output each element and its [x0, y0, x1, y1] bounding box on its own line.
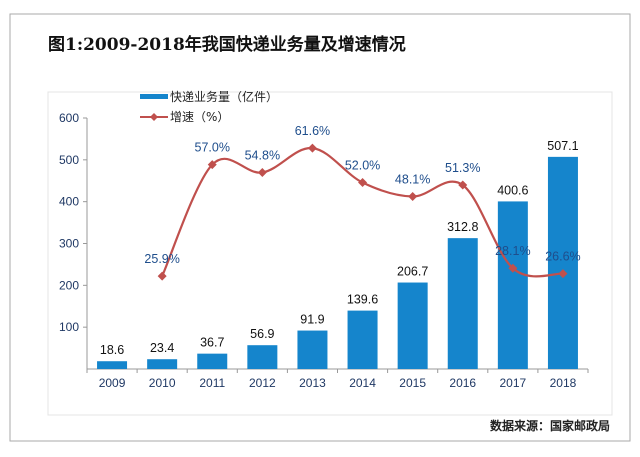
growth-marker-2012 [257, 168, 267, 178]
bar-value-label: 206.7 [397, 265, 428, 279]
growth-marker-2011 [207, 160, 217, 170]
bar-2018 [547, 156, 578, 369]
bar-value-label: 18.6 [100, 343, 124, 357]
growth-marker-2013 [307, 143, 317, 153]
growth-marker-2017 [508, 263, 518, 273]
growth-marker-2014 [358, 178, 368, 188]
y-tick-label: 600 [59, 111, 79, 125]
bar-2016 [447, 238, 478, 369]
chart-title: 图1:2009-2018年我国快递业务量及增速情况 [48, 34, 406, 55]
data-source: 数据来源：国家邮政局 [490, 418, 610, 433]
growth-marker-2016 [458, 180, 468, 190]
y-tick-label: 400 [59, 195, 79, 209]
growth-value-label: 26.6% [545, 250, 580, 264]
x-tick-label: 2015 [399, 376, 426, 390]
bar-value-label: 23.4 [150, 341, 174, 355]
y-tick-label: 300 [59, 237, 79, 251]
growth-marker-2010 [157, 271, 167, 281]
growth-value-label: 28.1% [495, 244, 530, 258]
growth-marker-2015 [408, 192, 418, 202]
growth-marker-2018 [558, 269, 568, 279]
x-tick-label: 2009 [99, 376, 126, 390]
y-tick-label: 100 [59, 320, 79, 334]
growth-value-label: 51.3% [445, 161, 480, 175]
x-tick-label: 2012 [249, 376, 276, 390]
bar-2010 [147, 359, 178, 369]
bar-value-label: 507.1 [547, 139, 578, 153]
bar-2013 [297, 330, 328, 369]
x-tick-label: 2018 [550, 376, 577, 390]
bar-2011 [197, 353, 228, 369]
y-tick-label: 500 [59, 153, 79, 167]
x-tick-label: 2011 [199, 376, 225, 390]
legend-bar-swatch [140, 94, 168, 99]
bar-value-label: 36.7 [200, 336, 224, 350]
growth-value-label: 25.9% [144, 252, 179, 266]
bar-2012 [247, 345, 278, 369]
bar-2015 [397, 282, 428, 369]
bar-value-label: 312.8 [447, 220, 478, 234]
bar-2017 [497, 201, 528, 369]
bar-value-label: 139.6 [347, 293, 378, 307]
growth-value-label: 54.8% [245, 149, 280, 163]
x-tick-label: 2013 [299, 376, 326, 390]
bar-value-label: 400.6 [497, 183, 528, 197]
legend: 快递业务量（亿件） 增速（%） [140, 89, 278, 124]
bar-value-label: 56.9 [250, 327, 274, 341]
growth-value-label: 48.1% [395, 173, 430, 187]
y-tick-label: 200 [59, 278, 79, 292]
legend-line-label: 增速（%） [170, 110, 229, 124]
legend-bar-label: 快递业务量（亿件） [170, 89, 278, 104]
bar-2009 [97, 361, 128, 369]
x-tick-label: 2010 [149, 376, 176, 390]
growth-value-label: 52.0% [345, 159, 380, 173]
bar-value-label: 91.9 [300, 313, 324, 327]
x-tick-label: 2014 [349, 376, 376, 390]
x-tick-label: 2017 [499, 376, 526, 390]
x-tick-label: 2016 [449, 376, 476, 390]
legend-diamond-marker [150, 113, 158, 121]
bar-2014 [347, 310, 378, 369]
growth-value-label: 61.6% [295, 124, 330, 138]
growth-value-label: 57.0% [195, 141, 230, 155]
